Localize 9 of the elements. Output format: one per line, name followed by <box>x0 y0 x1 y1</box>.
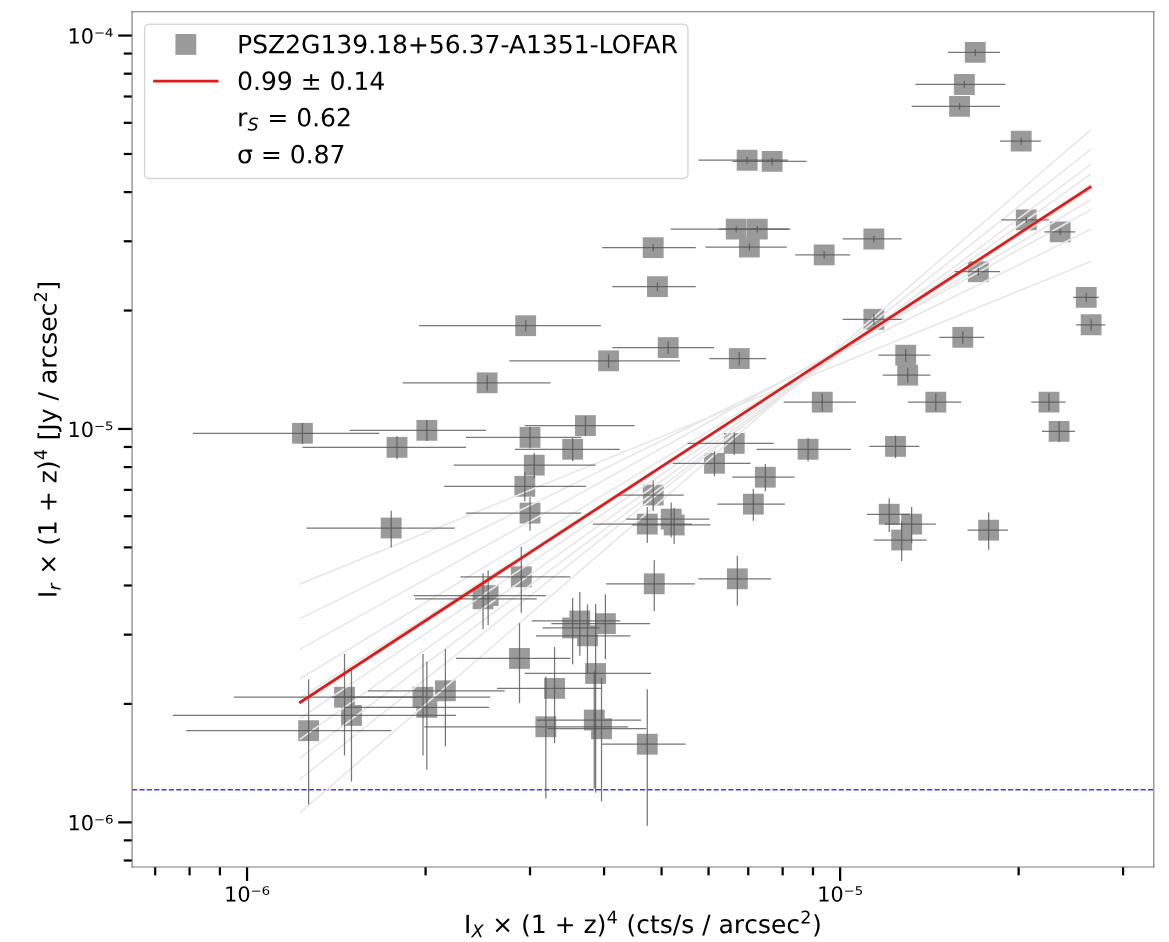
y-tick-label: 10⁻⁶ <box>69 814 113 831</box>
legend-label: 0.99 ± 0.14 <box>238 71 384 91</box>
y-tick-label: 10⁻⁵ <box>69 421 113 438</box>
annotation: σ = 0.87 <box>238 144 344 164</box>
y-tick-label: 10⁻⁴ <box>69 28 113 44</box>
x-axis-title: I$_{X}$ × (1 + z)$^{4}$ (cts/s / arcsec$^{2}$) <box>466 910 820 938</box>
legend-label: PSZ2G139.18+56.37-A1351-LOFAR <box>239 34 678 54</box>
y-axis-title: I$_{r}$ × (1 + z)$^{4}$ [Jy / arcsec$^{2}$] <box>33 282 62 596</box>
annotation: r$_{S}$ = 0.62 <box>239 107 350 131</box>
